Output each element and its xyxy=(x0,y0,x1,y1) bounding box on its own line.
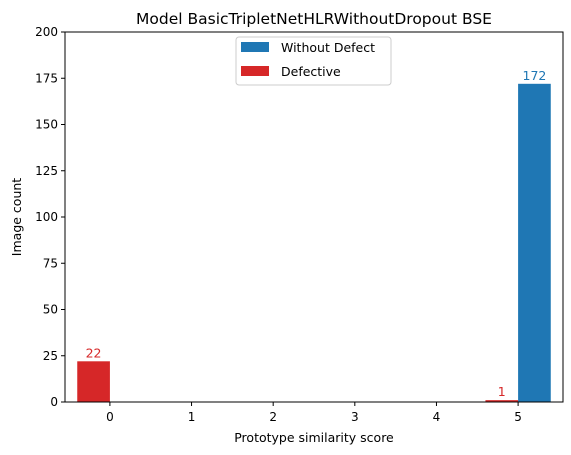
y-tick-label: 125 xyxy=(35,164,58,178)
y-tick-label: 50 xyxy=(43,303,58,317)
y-tick-label: 0 xyxy=(50,395,58,409)
bar-defective-0 xyxy=(77,361,110,402)
value-labels-layer: 172 22 1 xyxy=(86,68,547,399)
bar-defective-5 xyxy=(485,400,519,402)
value-label-defective-5: 1 xyxy=(498,384,506,399)
legend: Without Defect Defective xyxy=(235,36,392,86)
legend-label-defective: Defective xyxy=(281,64,341,79)
legend-frame xyxy=(235,36,392,86)
bar-without-defect-5 xyxy=(518,83,551,403)
x-tick-label: 2 xyxy=(269,410,277,424)
legend-label-without-defect: Without Defect xyxy=(281,40,375,55)
plot-frame xyxy=(64,31,564,403)
x-tick-label: 0 xyxy=(106,410,114,424)
x-tick-label: 1 xyxy=(188,410,196,424)
bars-layer xyxy=(77,83,551,403)
y-tick-label: 200 xyxy=(35,25,58,39)
legend-swatch-without-defect xyxy=(241,42,269,52)
value-label-defective-0: 22 xyxy=(86,345,102,360)
y-tick-label: 175 xyxy=(35,71,58,85)
y-axis-ticks: 0 25 50 75 100 125 150 175 200 xyxy=(35,25,65,409)
x-axis-ticks: 0 1 2 3 4 5 xyxy=(106,402,522,424)
y-tick-label: 25 xyxy=(43,349,58,363)
chart-title: Model BasicTripletNetHLRWithoutDropout B… xyxy=(136,10,492,28)
x-tick-label: 5 xyxy=(514,410,522,424)
x-tick-label: 4 xyxy=(433,410,441,424)
y-tick-label: 100 xyxy=(35,210,58,224)
x-tick-label: 3 xyxy=(351,410,359,424)
x-axis-label: Prototype similarity score xyxy=(234,430,394,445)
value-label-without-defect-5: 172 xyxy=(523,68,547,83)
y-tick-label: 150 xyxy=(35,118,58,132)
y-axis-label: Image count xyxy=(9,178,24,256)
legend-swatch-defective xyxy=(241,66,269,76)
y-tick-label: 75 xyxy=(43,256,58,270)
